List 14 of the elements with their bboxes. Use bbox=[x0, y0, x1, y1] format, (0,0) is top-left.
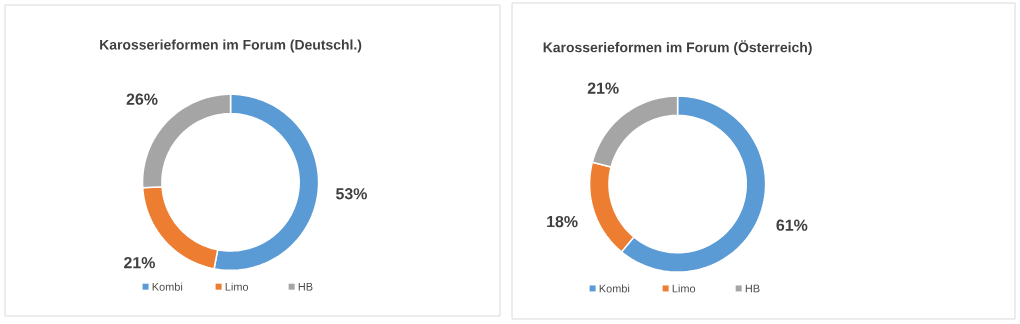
data-label: 18% bbox=[547, 215, 578, 228]
chart-title: Karosserieformen im Forum (Deutschl.) bbox=[100, 39, 362, 53]
data-label: 21% bbox=[587, 82, 619, 94]
data-label: 53% bbox=[336, 188, 367, 200]
legend-label: Kombi bbox=[599, 284, 630, 293]
legend-label: Limo bbox=[672, 284, 696, 293]
data-label: 21% bbox=[124, 257, 155, 269]
legend-label: HB bbox=[298, 282, 313, 291]
data-label: 61% bbox=[776, 219, 808, 231]
chart-title: Karosserieformen im Forum (Österreich) bbox=[543, 40, 812, 56]
legend-label: Limo bbox=[225, 282, 249, 291]
legend-label: HB bbox=[745, 284, 760, 293]
data-label: 26% bbox=[126, 93, 158, 105]
legend-label: Kombi bbox=[152, 282, 183, 291]
